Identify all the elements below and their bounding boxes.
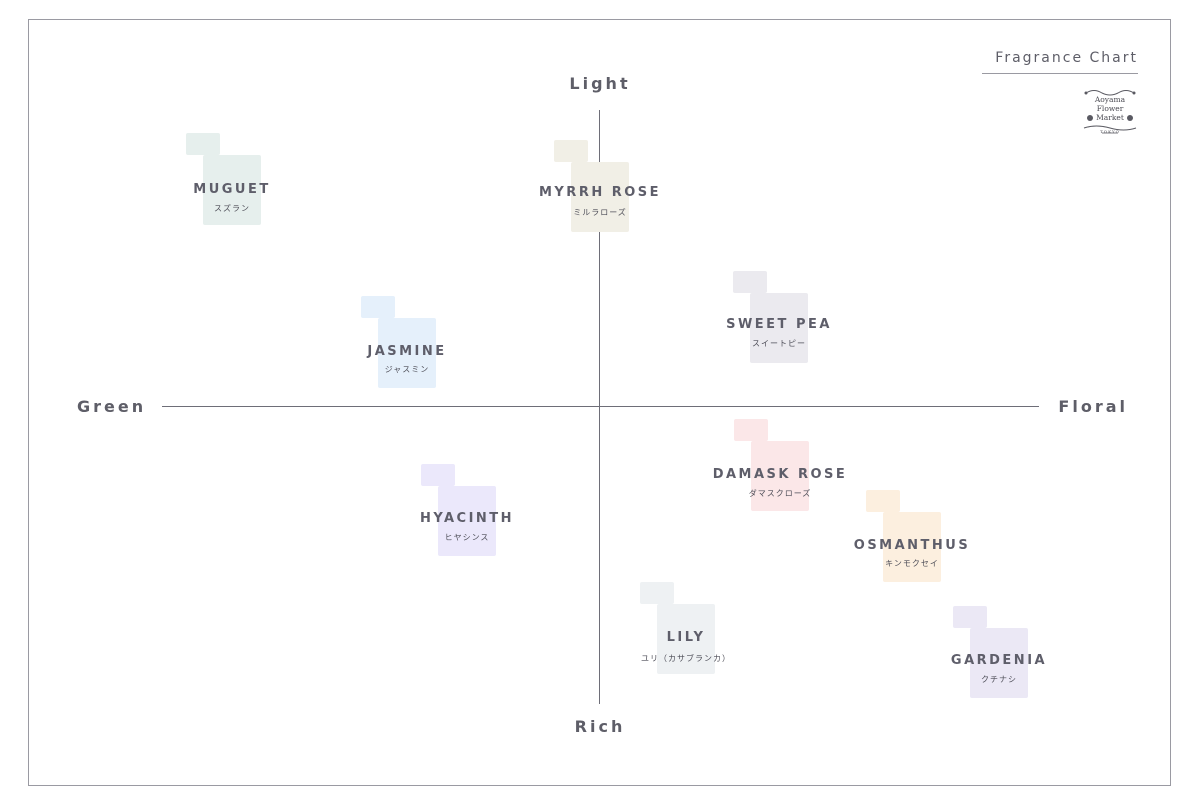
fragrance-jp-name: キンモクセイ	[885, 559, 939, 568]
chart-frame	[28, 19, 1171, 786]
brand-title: Fragrance Chart	[982, 50, 1138, 74]
bottle-cap	[953, 606, 987, 628]
vertical-axis-line	[599, 110, 600, 704]
bottle-cap	[186, 133, 220, 155]
logo-ornament-icon	[1083, 90, 1137, 134]
logo-text-flower: Flower	[1096, 104, 1124, 113]
bottle-body	[970, 628, 1028, 698]
axis-label-bottom: Rich	[574, 717, 626, 736]
bottle-cap	[640, 582, 674, 604]
bottle-body	[571, 162, 629, 232]
bottle-cap	[421, 464, 455, 486]
brand-logo: Aoyama Flower Market TOKYO	[1080, 88, 1140, 136]
fragrance-jp-name: ジャスミン	[384, 365, 430, 374]
bottle-body	[438, 486, 496, 556]
bottle-cap	[554, 140, 588, 162]
bottle-cap	[361, 296, 395, 318]
bottle-body	[378, 318, 436, 388]
logo-text-aoyama: Aoyama	[1094, 95, 1126, 104]
fragrance-name: DAMASK ROSE	[712, 467, 848, 482]
fragrance-name: HYACINTH	[419, 511, 515, 526]
axis-label-top: Light	[569, 74, 631, 93]
bottle-cap	[734, 419, 768, 441]
fragrance-jp-name: ミルラローズ	[573, 208, 627, 217]
fragrance-jp-name: ヒヤシンス	[444, 533, 490, 542]
brand-header: Fragrance Chart	[978, 47, 1138, 74]
bottle-body	[203, 155, 261, 225]
fragrance-jp-name: ダマスクローズ	[748, 489, 812, 498]
fragrance-jp-name: クチナシ	[981, 675, 1017, 684]
logo-text-tokyo: TOKYO	[1100, 129, 1120, 134]
fragrance-jp-name: スズラン	[214, 204, 250, 213]
fragrance-jp-name: スイートピー	[752, 339, 806, 348]
bottle-body	[751, 441, 809, 511]
bottle-body	[750, 293, 808, 363]
bottle-cap	[733, 271, 767, 293]
horizontal-axis-line	[162, 406, 1039, 407]
axis-label-right: Floral	[1058, 397, 1128, 416]
fragrance-name: JASMINE	[367, 344, 447, 359]
fragrance-name: GARDENIA	[950, 653, 1048, 668]
fragrance-name: SWEET PEA	[726, 317, 832, 332]
fragrance-name: OSMANTHUS	[853, 538, 971, 553]
fragrance-name: LILY	[666, 630, 706, 645]
logo-text-market: Market	[1096, 113, 1124, 122]
fragrance-name: MYRRH ROSE	[538, 185, 662, 200]
bottle-body	[657, 604, 715, 674]
axis-label-left: Green	[77, 397, 147, 416]
fragrance-name: MUGUET	[193, 182, 271, 197]
fragrance-jp-name: ユリ（カサブランカ）	[641, 654, 731, 663]
bottle-cap	[866, 490, 900, 512]
bottle-body	[883, 512, 941, 582]
